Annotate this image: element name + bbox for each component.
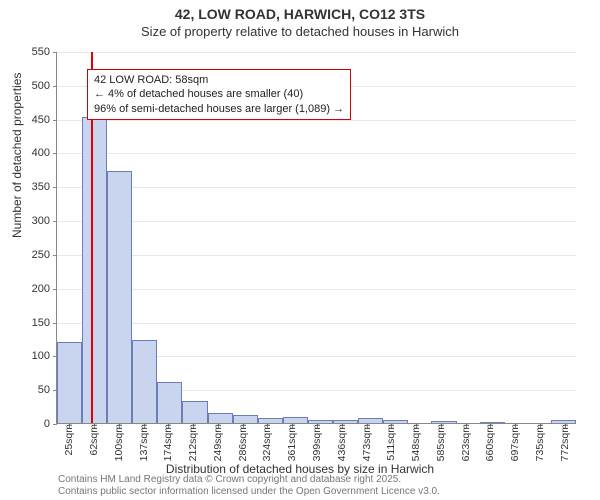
y-tick: 150 xyxy=(10,317,50,329)
x-tick: 548sqm xyxy=(410,424,422,461)
y-tick: 450 xyxy=(10,114,50,126)
x-tick: 697sqm xyxy=(509,424,521,461)
histogram-bar xyxy=(208,413,233,423)
y-tick: 300 xyxy=(10,215,50,227)
y-tick: 0 xyxy=(10,418,50,430)
y-tick: 550 xyxy=(10,46,50,58)
x-tick: 772sqm xyxy=(559,424,571,461)
histogram-bar xyxy=(258,418,283,423)
x-tick: 623sqm xyxy=(460,424,472,461)
histogram-bar xyxy=(431,421,456,423)
y-tick: 350 xyxy=(10,181,50,193)
annotation-line-2: ← 4% of detached houses are smaller (40) xyxy=(94,87,344,101)
y-tick: 250 xyxy=(10,249,50,261)
x-tick: 62sqm xyxy=(88,424,100,456)
y-tick: 200 xyxy=(10,283,50,295)
x-tick: 585sqm xyxy=(435,424,447,461)
histogram-bar xyxy=(308,420,333,423)
x-tick: 100sqm xyxy=(113,424,125,461)
footnote-line-2: Contains public sector information licen… xyxy=(58,486,440,498)
title-line-2: Size of property relative to detached ho… xyxy=(0,24,600,39)
annotation-box: 42 LOW ROAD: 58sqm ← 4% of detached hous… xyxy=(87,69,351,120)
x-tick: 212sqm xyxy=(187,424,199,461)
y-tick: 400 xyxy=(10,147,50,159)
x-tick: 361sqm xyxy=(286,424,298,461)
annotation-line-3: 96% of semi-detached houses are larger (… xyxy=(94,102,344,116)
x-tick: 511sqm xyxy=(385,424,397,461)
annotation-line-1: 42 LOW ROAD: 58sqm xyxy=(94,73,344,87)
chart-title: 42, LOW ROAD, HARWICH, CO12 3TS Size of … xyxy=(0,0,600,39)
x-tick: 286sqm xyxy=(237,424,249,461)
footnote-line-1: Contains HM Land Registry data © Crown c… xyxy=(58,474,440,486)
histogram-bar xyxy=(480,422,505,423)
y-tick: 100 xyxy=(10,350,50,362)
x-tick: 473sqm xyxy=(361,424,373,461)
histogram-bar xyxy=(233,415,258,423)
histogram-bar xyxy=(333,420,358,423)
histogram-bar xyxy=(82,117,107,423)
histogram-bar xyxy=(132,340,157,423)
x-tick: 436sqm xyxy=(336,424,348,461)
histogram-bar xyxy=(182,401,207,423)
histogram-bar xyxy=(551,420,576,423)
plot-frame: 42 LOW ROAD: 58sqm ← 4% of detached hous… xyxy=(56,52,576,424)
y-tick: 50 xyxy=(10,384,50,396)
x-tick: 249sqm xyxy=(212,424,224,461)
histogram-bar xyxy=(283,417,308,423)
title-line-1: 42, LOW ROAD, HARWICH, CO12 3TS xyxy=(0,6,600,22)
y-tick: 500 xyxy=(10,80,50,92)
x-tick: 137sqm xyxy=(138,424,150,461)
histogram-bar xyxy=(107,171,132,423)
x-tick: 735sqm xyxy=(534,424,546,461)
x-tick: 324sqm xyxy=(261,424,273,461)
x-tick: 25sqm xyxy=(63,424,75,456)
chart-plot-area: 42 LOW ROAD: 58sqm ← 4% of detached hous… xyxy=(56,52,576,424)
x-tick: 174sqm xyxy=(162,424,174,461)
histogram-bar xyxy=(358,418,383,423)
footnote: Contains HM Land Registry data © Crown c… xyxy=(58,474,440,498)
x-tick: 399sqm xyxy=(311,424,323,461)
histogram-bar xyxy=(157,382,182,423)
x-tick: 660sqm xyxy=(484,424,496,461)
histogram-bar xyxy=(57,342,82,423)
